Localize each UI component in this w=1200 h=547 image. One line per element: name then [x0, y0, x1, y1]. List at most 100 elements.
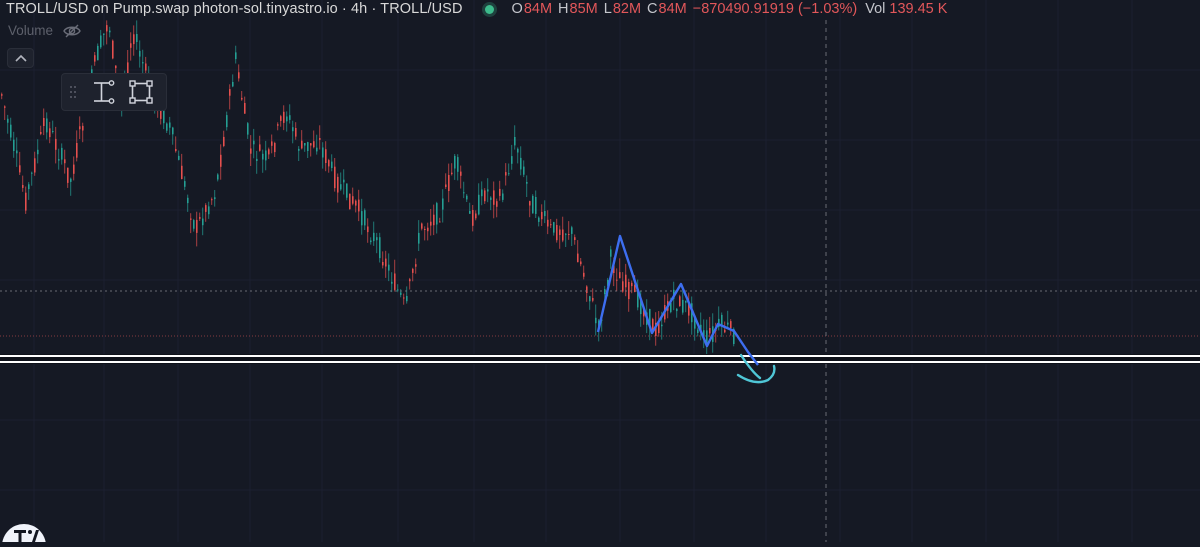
candle-body: [577, 253, 579, 263]
candle-body: [628, 282, 630, 300]
candle-body: [331, 161, 333, 168]
candle-body: [256, 158, 258, 161]
candle-body: [565, 233, 567, 235]
candle-body: [496, 201, 498, 207]
candle-body: [142, 62, 144, 64]
candle-body: [163, 108, 165, 124]
candle-body: [340, 184, 342, 190]
candle-body: [265, 150, 267, 161]
candle-body: [55, 138, 57, 150]
candle-body: [346, 183, 348, 198]
candle-body: [304, 143, 306, 146]
candle-body: [499, 188, 501, 196]
candle-body: [310, 143, 312, 146]
candle-body: [220, 154, 222, 167]
candle-body: [622, 281, 624, 292]
candle-body: [439, 221, 441, 223]
volume-indicator-legend[interactable]: Volume: [8, 23, 81, 38]
candle-body: [49, 128, 51, 138]
candle-body: [397, 289, 399, 291]
candle-body: [679, 296, 681, 306]
candle-body: [448, 175, 450, 191]
eye-slash-icon[interactable]: [63, 24, 81, 38]
candle-body: [379, 237, 381, 259]
candle-body: [541, 211, 543, 220]
candle-body: [574, 237, 576, 240]
candle-body: [130, 43, 132, 48]
candle-body: [484, 190, 486, 202]
candle-body: [100, 35, 102, 48]
candle-body: [28, 184, 30, 190]
rectangle-icon: [129, 80, 153, 104]
volume-value: 139.45 K: [889, 1, 948, 17]
candle-body: [286, 116, 288, 122]
drag-handle-icon[interactable]: [62, 74, 84, 110]
candle-body: [424, 229, 426, 230]
candle-body: [73, 164, 75, 174]
candle-body: [208, 206, 210, 215]
candle-body: [244, 103, 246, 114]
measure-icon: [94, 80, 115, 104]
candle-body: [40, 132, 42, 134]
candle-body: [634, 284, 636, 292]
candle-body: [103, 33, 105, 35]
candle-body: [559, 229, 561, 235]
candle-body: [217, 174, 219, 180]
measure-tool-button[interactable]: [84, 75, 122, 109]
candle-body: [337, 176, 339, 193]
candle-body: [511, 156, 513, 164]
candle-body: [631, 282, 633, 287]
candle-body: [187, 197, 189, 204]
candle-body: [655, 322, 657, 336]
candle-body: [169, 122, 171, 128]
candle-body: [553, 222, 555, 233]
candle-body: [595, 317, 597, 324]
candle-body: [328, 160, 330, 167]
candle-body: [238, 72, 240, 79]
candle-body: [661, 324, 663, 327]
candle-body: [160, 105, 162, 119]
candle-body: [586, 286, 588, 293]
candle-body: [373, 232, 375, 242]
symbol-title[interactable]: TROLL/USD on Pump.swap photon-sol.tinyas…: [6, 1, 463, 17]
candle-body: [385, 258, 387, 267]
candle-body: [376, 237, 378, 241]
candle-body: [460, 171, 462, 176]
candle-body: [430, 221, 432, 226]
candle-body: [433, 214, 435, 226]
candle-body: [358, 199, 360, 212]
collapse-legend-button[interactable]: [7, 48, 34, 68]
candle-body: [733, 328, 735, 344]
candle-body: [322, 147, 324, 158]
candle-body: [571, 227, 573, 234]
chevron-up-icon: [14, 54, 27, 62]
candle-body: [685, 300, 687, 303]
candle-body: [25, 192, 27, 211]
candle-body: [190, 218, 192, 220]
candle-body: [316, 147, 318, 152]
candle-body: [175, 149, 177, 152]
candle-body: [508, 173, 510, 175]
candle-body: [466, 195, 468, 200]
drawing-toolbar: [61, 73, 167, 111]
candle-body: [418, 232, 420, 244]
candle-body: [241, 97, 243, 100]
candle-body: [649, 309, 651, 328]
candle-body: [172, 127, 174, 135]
candle-body: [10, 124, 12, 138]
candle-body: [721, 314, 723, 326]
tradingview-logo-icon[interactable]: [0, 516, 46, 547]
candle-body: [307, 142, 309, 151]
candle-body: [583, 272, 585, 277]
rectangle-tool-button[interactable]: [122, 75, 160, 109]
candle-body: [361, 211, 363, 226]
candle-body: [199, 217, 201, 219]
candle-body: [670, 302, 672, 313]
candle-body: [4, 106, 6, 108]
candle-body: [538, 217, 540, 222]
candle-body: [640, 300, 642, 315]
candle-body: [562, 229, 564, 241]
candle-body: [718, 318, 720, 327]
